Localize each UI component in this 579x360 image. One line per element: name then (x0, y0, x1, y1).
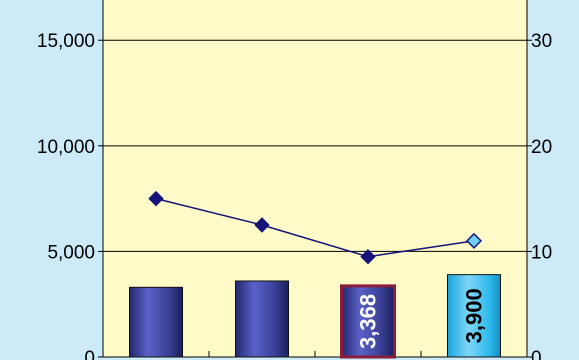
left-tick-label: 0 (84, 348, 95, 360)
left-tick-label: 10,000 (37, 137, 95, 158)
bar-data-label: 3,900 (462, 288, 487, 343)
line-point (254, 217, 270, 233)
series-line (155, 197, 475, 258)
data-labels: 3,368 3,900 (356, 288, 487, 349)
line-point (360, 248, 376, 265)
bar (447, 274, 501, 358)
bar-series (129, 274, 501, 359)
right-tick-label: 0 (531, 348, 542, 360)
right-tick-label: 20 (531, 137, 552, 158)
line-point (148, 190, 164, 207)
right-y-axis: 010203040 (527, 31, 552, 360)
right-tick-label: 30 (531, 31, 552, 52)
right-tick-label: 10 (531, 242, 552, 263)
bar (129, 286, 183, 358)
line-point (465, 232, 483, 249)
bar-data-label: 3,368 (356, 294, 381, 349)
left-y-axis: 0 5,000 10,000 15,000 (37, 31, 103, 360)
left-tick-label: 5,000 (47, 242, 95, 263)
bar (235, 280, 289, 358)
line-series (148, 190, 483, 265)
gridlines (103, 39, 527, 252)
left-tick-label: 15,000 (37, 31, 95, 52)
bar (340, 284, 396, 359)
